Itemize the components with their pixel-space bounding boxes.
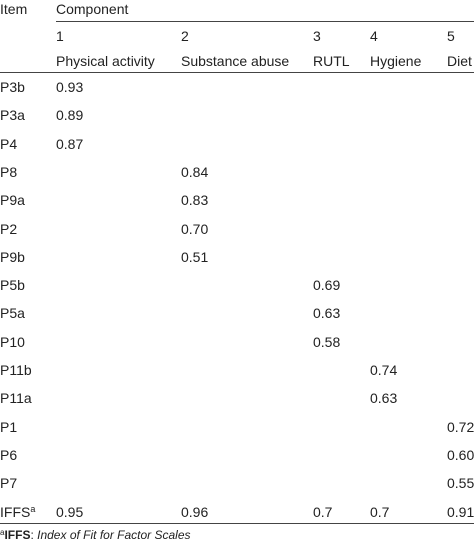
loading-value: 0.93: [56, 79, 84, 95]
loading-value: 0.55: [447, 475, 474, 491]
table-footnote: aIFFS: Index of Fit for Factor Scales: [0, 528, 191, 542]
row-item-label: P8: [0, 164, 18, 180]
footnote-mark: a: [0, 528, 5, 537]
loading-value: 0.83: [181, 192, 209, 208]
loading-value: 0.74: [370, 362, 398, 378]
header-rule: [0, 72, 474, 73]
component-4-number: 4: [370, 28, 378, 44]
row-item-label: P6: [0, 447, 18, 463]
component-header: Component: [56, 1, 129, 17]
loading-value: 0.87: [56, 136, 84, 152]
ifs-value-1: 0.95: [56, 504, 84, 520]
bottom-rule: [0, 523, 474, 524]
ifs-label-text: IFFS: [0, 504, 31, 520]
ifs-value-3: 0.7: [313, 504, 333, 520]
ifs-row-label: IFFSa: [0, 504, 35, 520]
loading-value: 0.58: [313, 334, 341, 350]
row-item-label: P9b: [0, 249, 25, 265]
component-3-number: 3: [313, 28, 321, 44]
row-item-label: P2: [0, 221, 18, 237]
row-item-label: P3b: [0, 79, 25, 95]
ifs-value-4: 0.7: [370, 504, 390, 520]
row-item-label: P5b: [0, 277, 25, 293]
row-item-label: P5a: [0, 305, 25, 321]
row-item-label: P11b: [0, 362, 32, 378]
loading-value: 0.89: [56, 107, 84, 123]
ifs-value-2: 0.96: [181, 504, 209, 520]
row-item-label: P11a: [0, 390, 32, 406]
component-5-name: Diet: [447, 53, 472, 69]
loading-value: 0.69: [313, 277, 341, 293]
ifs-value-5: 0.91: [447, 504, 474, 520]
row-item-label: P3a: [0, 107, 25, 123]
footnote-separator: :: [30, 528, 38, 542]
row-item-label: P10: [0, 334, 25, 350]
footnote-description: Index of Fit for Factor Scales: [37, 528, 191, 542]
component-1-number: 1: [56, 28, 64, 44]
loading-value: 0.63: [370, 390, 398, 406]
row-item-label: P7: [0, 475, 18, 491]
component-1-name: Physical activity: [56, 53, 155, 69]
loading-value: 0.63: [313, 305, 341, 321]
ifs-label-mark: a: [30, 504, 36, 514]
row-item-label: P4: [0, 136, 18, 152]
component-3-name: RUTL: [313, 53, 350, 69]
row-item-label: P1: [0, 419, 18, 435]
component-2-name: Substance abuse: [181, 53, 290, 69]
component-2-number: 2: [181, 28, 189, 44]
component-header-rule: [56, 21, 474, 22]
loading-value: 0.70: [181, 221, 209, 237]
item-column-header: Item: [0, 1, 28, 17]
component-4-name: Hygiene: [370, 53, 422, 69]
footnote-abbreviation: IFFS: [4, 528, 31, 542]
loading-value: 0.72: [447, 419, 474, 435]
loading-value: 0.84: [181, 164, 209, 180]
component-5-number: 5: [447, 28, 455, 44]
loading-value: 0.60: [447, 447, 474, 463]
row-item-label: P9a: [0, 192, 25, 208]
loading-value: 0.51: [181, 249, 209, 265]
